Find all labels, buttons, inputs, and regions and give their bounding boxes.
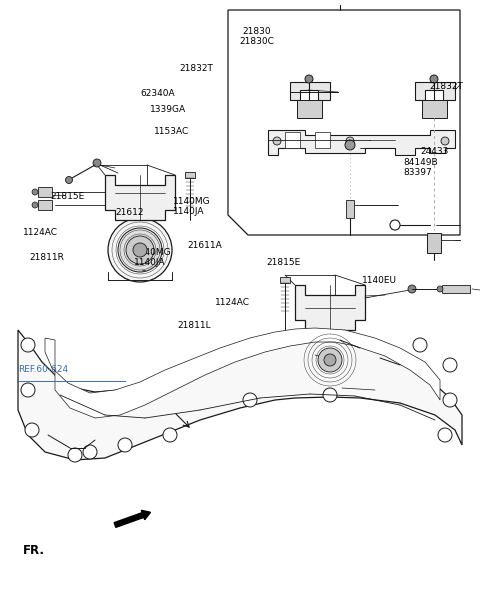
Circle shape <box>324 354 336 366</box>
Text: 21815E: 21815E <box>50 191 84 201</box>
Bar <box>38 200 52 210</box>
Circle shape <box>437 286 443 292</box>
Circle shape <box>133 243 147 257</box>
Circle shape <box>163 428 177 442</box>
Circle shape <box>310 340 350 380</box>
Bar <box>442 285 470 293</box>
Text: 21811R: 21811R <box>30 252 65 262</box>
Circle shape <box>32 189 38 195</box>
Circle shape <box>108 218 172 282</box>
Circle shape <box>441 137 449 145</box>
Bar <box>275 358 300 367</box>
Bar <box>285 132 300 148</box>
Polygon shape <box>45 328 440 418</box>
Text: 21832T: 21832T <box>180 64 214 73</box>
Text: 21832T: 21832T <box>430 81 464 91</box>
Text: REF.60-624: REF.60-624 <box>18 365 68 374</box>
Circle shape <box>413 338 427 352</box>
Circle shape <box>25 423 39 437</box>
Bar <box>315 132 330 148</box>
Text: 21830
21830C: 21830 21830C <box>240 27 274 46</box>
Bar <box>427 233 441 253</box>
Circle shape <box>118 438 132 452</box>
Circle shape <box>323 388 337 402</box>
Text: 1153AC: 1153AC <box>155 127 190 137</box>
Circle shape <box>443 393 457 407</box>
Bar <box>346 200 354 218</box>
Circle shape <box>83 445 97 459</box>
Text: 1124AC: 1124AC <box>215 298 250 308</box>
Polygon shape <box>268 130 455 155</box>
Text: 1140MG
1140JA: 1140MG 1140JA <box>134 248 172 267</box>
Circle shape <box>346 137 354 145</box>
Text: 1339GA: 1339GA <box>150 105 186 115</box>
FancyArrow shape <box>114 510 151 527</box>
Text: 1140MG
1140JA: 1140MG 1140JA <box>173 197 210 216</box>
Circle shape <box>273 137 281 145</box>
Text: 21611A: 21611A <box>187 241 222 250</box>
Bar <box>422 100 447 118</box>
Polygon shape <box>18 330 462 460</box>
Circle shape <box>68 448 82 462</box>
Circle shape <box>126 236 154 264</box>
Text: 84149B
83397: 84149B 83397 <box>403 158 438 177</box>
Circle shape <box>21 338 35 352</box>
Circle shape <box>243 393 257 407</box>
Circle shape <box>93 159 101 167</box>
Polygon shape <box>295 285 365 330</box>
Text: 21612: 21612 <box>115 207 144 217</box>
Circle shape <box>65 176 72 184</box>
Circle shape <box>443 358 457 372</box>
Circle shape <box>438 428 452 442</box>
Circle shape <box>300 330 360 390</box>
Circle shape <box>318 348 342 372</box>
Polygon shape <box>105 175 175 220</box>
Bar <box>38 187 52 197</box>
Text: 62340A: 62340A <box>141 89 175 98</box>
Circle shape <box>305 75 313 83</box>
Circle shape <box>118 228 162 272</box>
Text: 1140EU: 1140EU <box>362 276 397 285</box>
Circle shape <box>430 75 438 83</box>
Polygon shape <box>415 82 455 100</box>
Bar <box>185 172 195 178</box>
Circle shape <box>268 359 276 365</box>
Circle shape <box>32 202 38 208</box>
Circle shape <box>345 140 355 150</box>
Text: 24433: 24433 <box>420 147 448 156</box>
Circle shape <box>21 383 35 397</box>
Text: 21815E: 21815E <box>266 258 300 267</box>
Bar <box>297 100 322 118</box>
Text: 1124AC: 1124AC <box>23 228 58 238</box>
Circle shape <box>408 285 416 293</box>
Text: 21811L: 21811L <box>178 321 211 330</box>
Polygon shape <box>290 82 330 100</box>
Bar <box>280 277 290 283</box>
Text: FR.: FR. <box>23 544 45 557</box>
